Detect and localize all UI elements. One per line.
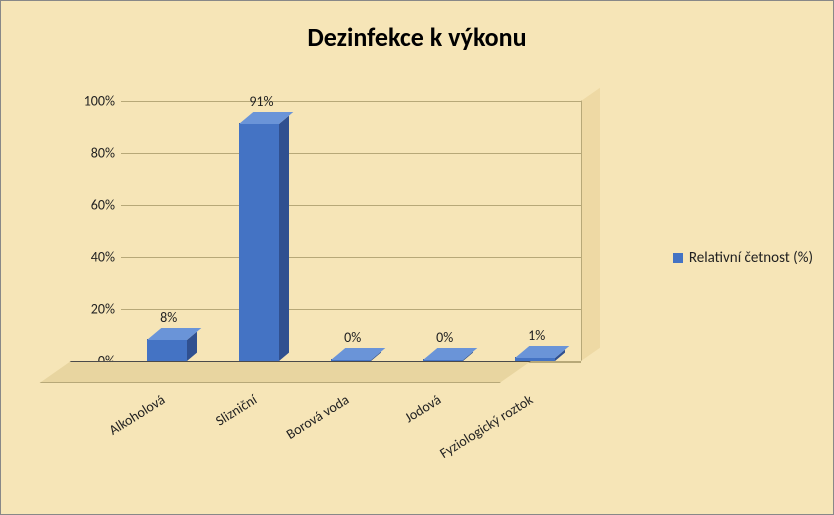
bar-value-label: 1% <box>528 327 545 344</box>
bar-top-face <box>515 346 569 358</box>
plot-3d-side-wall <box>581 88 600 361</box>
bar-value-label: 0% <box>344 329 361 346</box>
chart-title: Dezinfekce k výkonu <box>1 21 833 53</box>
legend-swatch-icon <box>673 253 683 263</box>
y-tick-label: 40% <box>91 249 115 266</box>
y-tick-label: 100% <box>84 93 115 110</box>
y-tick-label: 60% <box>91 197 115 214</box>
bar-top-face <box>423 348 477 360</box>
gridline <box>121 153 581 154</box>
y-tick-label: 80% <box>91 145 115 162</box>
bar-face <box>239 123 279 361</box>
gridline <box>121 101 581 102</box>
plot-wrapper: 0%20%40%60%80%100%8%91%0%0%1% Alkoholová… <box>71 101 601 401</box>
bar-top-face <box>331 348 385 360</box>
plot-3d-floor <box>40 361 531 383</box>
legend: Relativní četnost (%) <box>673 249 813 267</box>
bar: 8% <box>147 340 187 361</box>
bar-face <box>147 339 187 361</box>
bar: 91% <box>239 124 279 361</box>
bar-value-label: 0% <box>436 329 453 346</box>
y-tick-label: 20% <box>91 301 115 318</box>
bar-value-label: 91% <box>249 93 273 110</box>
gridline <box>121 257 581 258</box>
chart-container: Dezinfekce k výkonu 0% 20% 40% 60% 80% 100% 8%… <box>0 0 834 515</box>
bar-value-label: 8% <box>160 309 177 326</box>
legend-label: Relativní četnost (%) <box>689 249 813 267</box>
gridline <box>121 205 581 206</box>
plot-area: 0%20%40%60%80%100%8%91%0%0%1% <box>121 101 581 361</box>
gridline <box>121 309 581 310</box>
bar-side-face <box>279 116 289 361</box>
